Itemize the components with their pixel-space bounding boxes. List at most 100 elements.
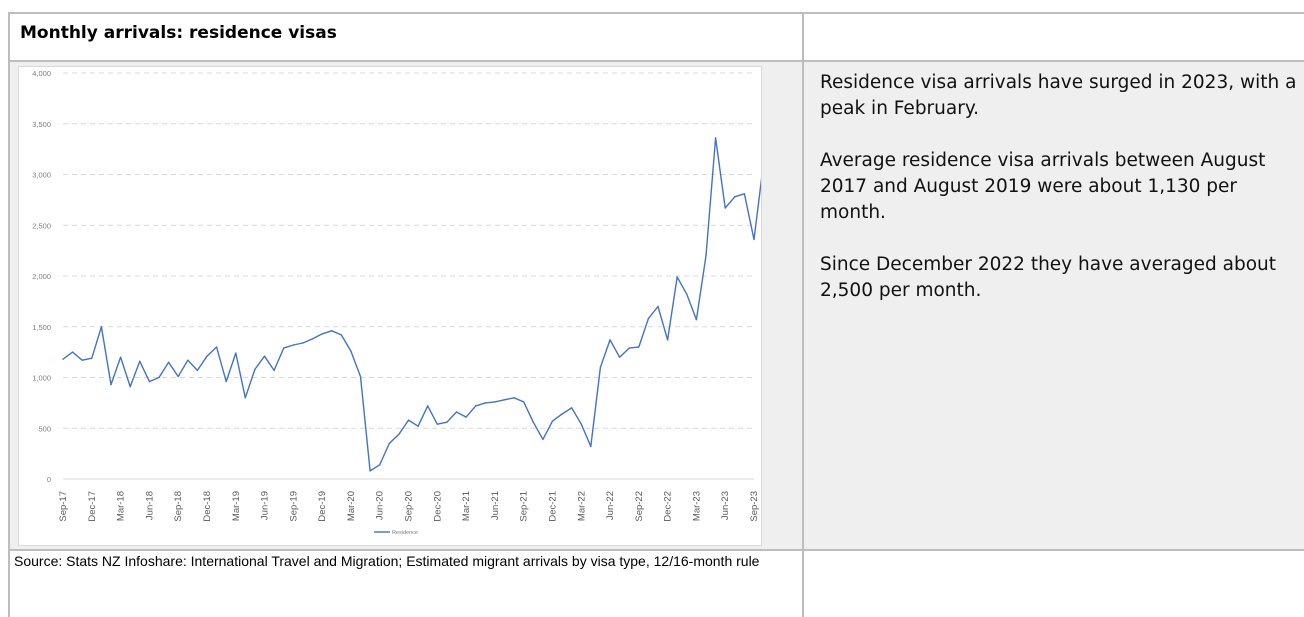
data-point [484, 402, 486, 404]
data-point [273, 369, 275, 372]
data-point [340, 334, 343, 336]
data-point [235, 352, 237, 354]
data-point [359, 375, 362, 378]
data-point [91, 357, 93, 359]
data-point [561, 413, 563, 415]
data-point [647, 317, 650, 320]
data-point [551, 420, 554, 422]
y-tick-label: 3,000 [32, 171, 51, 180]
data-point [676, 276, 678, 278]
data-point [206, 355, 208, 357]
data-point [753, 238, 755, 241]
table-border-left [8, 12, 10, 617]
data-point [158, 376, 160, 379]
data-point [81, 359, 83, 361]
data-point [436, 423, 438, 425]
table-border-row2 [8, 549, 1304, 551]
x-tick-label: Dec-18 [202, 491, 213, 522]
x-tick-label: Jun-21 [490, 491, 501, 520]
x-tick-label: Dec-19 [317, 491, 328, 522]
data-point [417, 425, 419, 427]
x-tick-label: Jun-19 [260, 491, 271, 520]
x-tick-label: Mar-22 [576, 491, 587, 521]
data-point [302, 342, 304, 344]
x-tick-label: Mar-20 [346, 491, 357, 521]
data-point [446, 421, 448, 423]
x-tick-label: Sep-18 [173, 491, 184, 522]
data-point [570, 407, 573, 409]
data-point [695, 318, 698, 321]
table-border-middle [802, 12, 804, 617]
data-point [494, 401, 496, 403]
x-tick-label: Sep-21 [519, 491, 530, 522]
data-point [522, 401, 525, 403]
data-point [283, 347, 285, 349]
data-point [532, 421, 534, 423]
data-point [666, 339, 669, 341]
data-point [407, 419, 410, 421]
data-point [62, 358, 64, 360]
data-point [379, 464, 381, 466]
data-point [657, 305, 659, 308]
x-tick-label: Mar-23 [691, 491, 702, 521]
table-border-row1 [8, 60, 1304, 62]
data-point [187, 359, 189, 361]
x-tick-label: Jun-22 [605, 491, 616, 520]
x-tick-label: Sep-23 [749, 491, 760, 522]
data-point [542, 438, 544, 441]
x-tick-label: Sep-19 [288, 491, 299, 522]
y-tick-label: 3,500 [32, 120, 51, 129]
data-point [426, 405, 429, 407]
y-tick-label: 4,000 [32, 69, 51, 78]
data-point [148, 380, 151, 383]
data-point [369, 470, 371, 472]
source-cell: Source: Stats NZ Infoshare: Internationa… [10, 551, 802, 617]
data-point [590, 445, 592, 448]
data-point [244, 397, 247, 399]
x-tick-label: Sep-17 [58, 491, 69, 522]
data-point [311, 338, 314, 340]
y-tick-label: 0 [47, 475, 51, 484]
data-point [196, 369, 199, 372]
data-point [638, 346, 640, 348]
data-point [100, 326, 103, 328]
data-point [465, 416, 467, 418]
data-point [350, 350, 352, 352]
x-tick-label: Dec-17 [87, 491, 98, 522]
x-tick-label: Jun-18 [144, 491, 155, 520]
x-tick-label: Dec-21 [547, 491, 558, 522]
x-tick-label: Jun-20 [375, 491, 386, 520]
commentary-paragraph-3: Since December 2022 they have averaged a… [820, 254, 1277, 301]
title-cell: Monthly arrivals: residence visas [10, 14, 802, 60]
x-tick-label: Sep-20 [404, 491, 415, 522]
source-note: Source: Stats NZ Infoshare: Internationa… [14, 553, 760, 569]
commentary-paragraph-1: Residence visa arrivals have surged in 2… [820, 72, 1297, 119]
data-point [609, 339, 611, 341]
data-point [743, 193, 746, 195]
x-tick-label: Mar-19 [231, 491, 242, 521]
data-point [618, 356, 621, 358]
x-tick-label: Dec-22 [663, 491, 674, 522]
data-point [167, 361, 170, 363]
y-tick-label: 1,500 [32, 323, 51, 332]
commentary-cell: Residence visa arrivals have surged in 2… [804, 62, 1304, 549]
chart-cell: 0 500 1,000 1,500 2,000 2,500 3,000 3,500 4,000 S… [10, 62, 802, 549]
chart-area: 0 500 1,000 1,500 2,000 2,500 3,000 3,500 4,000 S… [18, 66, 774, 546]
data-point [129, 385, 131, 388]
data-point [388, 442, 391, 445]
chart-title: Monthly arrivals: residence visas [20, 23, 337, 43]
data-point [225, 380, 227, 383]
x-tick-label: Mar-21 [461, 491, 472, 521]
data-point [331, 330, 333, 332]
data-point [110, 383, 112, 386]
x-tick-label: Dec-20 [432, 491, 443, 522]
commentary-paragraph-2: Average residence visa arrivals between … [820, 150, 1266, 223]
y-tick-label: 2,500 [32, 221, 51, 230]
line-chart: 0 500 1,000 1,500 2,000 2,500 3,000 3,500 4,000 S… [32, 69, 774, 536]
data-point [599, 366, 602, 369]
layout-table: Monthly arrivals: residence visas 0 500 1,… [8, 12, 1304, 617]
data-point [455, 411, 458, 413]
data-point [292, 344, 295, 346]
data-point [398, 433, 400, 436]
data-point [215, 346, 218, 348]
